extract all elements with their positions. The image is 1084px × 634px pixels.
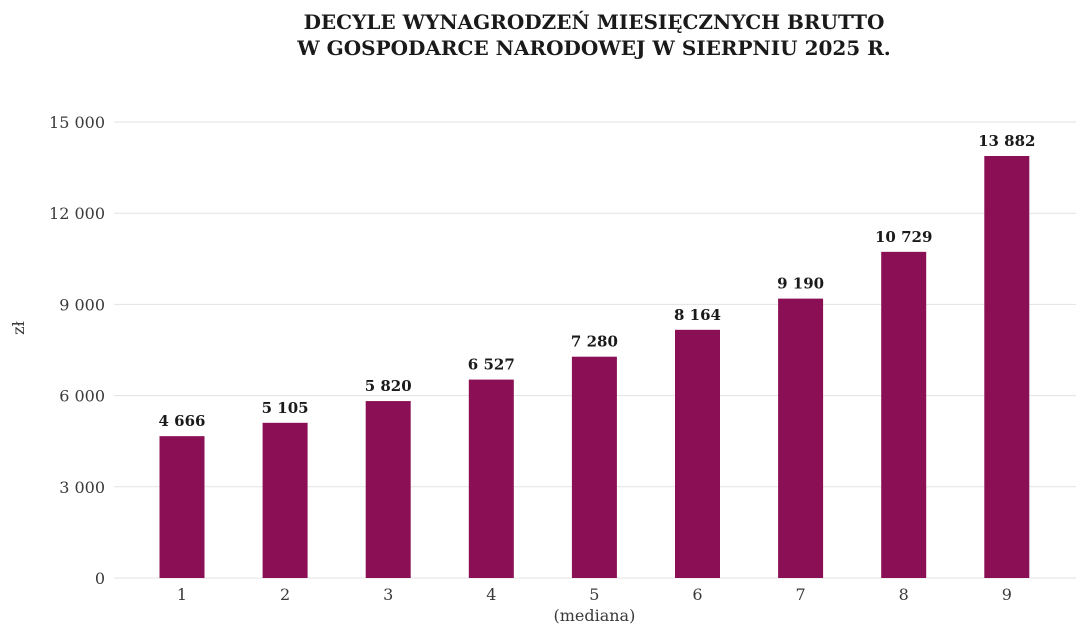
y-tick-label: 6 000 [59,387,105,406]
bar [365,401,411,578]
x-axis-ticks: 1 2 3 4 5 (mediana) 6 7 8 9 [177,585,1012,625]
data-label: 4 666 [159,412,206,430]
y-tick-label: 15 000 [49,113,105,132]
data-label: 9 190 [777,275,824,293]
chart-title-line-1: DECYLE WYNAGRODZEŃ MIESIĘCZNYCH BRUTTO [303,10,885,34]
data-label: 5 105 [262,399,309,417]
bar [984,155,1030,579]
x-tick-label: 6 [692,585,702,604]
data-label: 7 280 [571,333,618,351]
data-labels: 4 666 5 105 5 820 6 527 7 280 8 164 9 190 10 72… [159,132,1036,430]
data-label: 5 820 [365,377,412,395]
data-label: 6 527 [468,356,515,374]
x-tick-label: 8 [899,585,909,604]
x-tick-label: 3 [383,585,393,604]
bar [778,298,824,578]
data-label: 13 882 [978,132,1035,150]
bar [881,251,927,579]
x-tick-label: 7 [796,585,806,604]
y-tick-label: 9 000 [59,295,105,314]
y-tick-label: 3 000 [59,478,105,497]
x-tick-label: 2 [280,585,290,604]
x-tick-label: 5 [589,585,599,604]
chart-title-line-2: W GOSPODARCE NARODOWEJ W SIERPNIU 2025 R… [297,36,891,60]
x-tick-label: 4 [486,585,496,604]
data-label: 8 164 [674,306,721,324]
y-axis-ticks: 0 3 000 6 000 9 000 12 000 15 000 [49,113,105,588]
bar [468,379,514,578]
bar [675,329,720,578]
x-tick-note: (mediana) [553,606,635,625]
bar [159,436,205,578]
bars [159,155,1030,579]
bar [571,356,617,578]
y-tick-label: 12 000 [49,204,105,223]
y-tick-label: 0 [95,569,105,588]
x-tick-label: 9 [1002,585,1012,604]
data-label: 10 729 [875,228,932,246]
bar [262,422,308,578]
x-tick-label: 1 [177,585,187,604]
y-axis-label: zł [9,321,28,335]
